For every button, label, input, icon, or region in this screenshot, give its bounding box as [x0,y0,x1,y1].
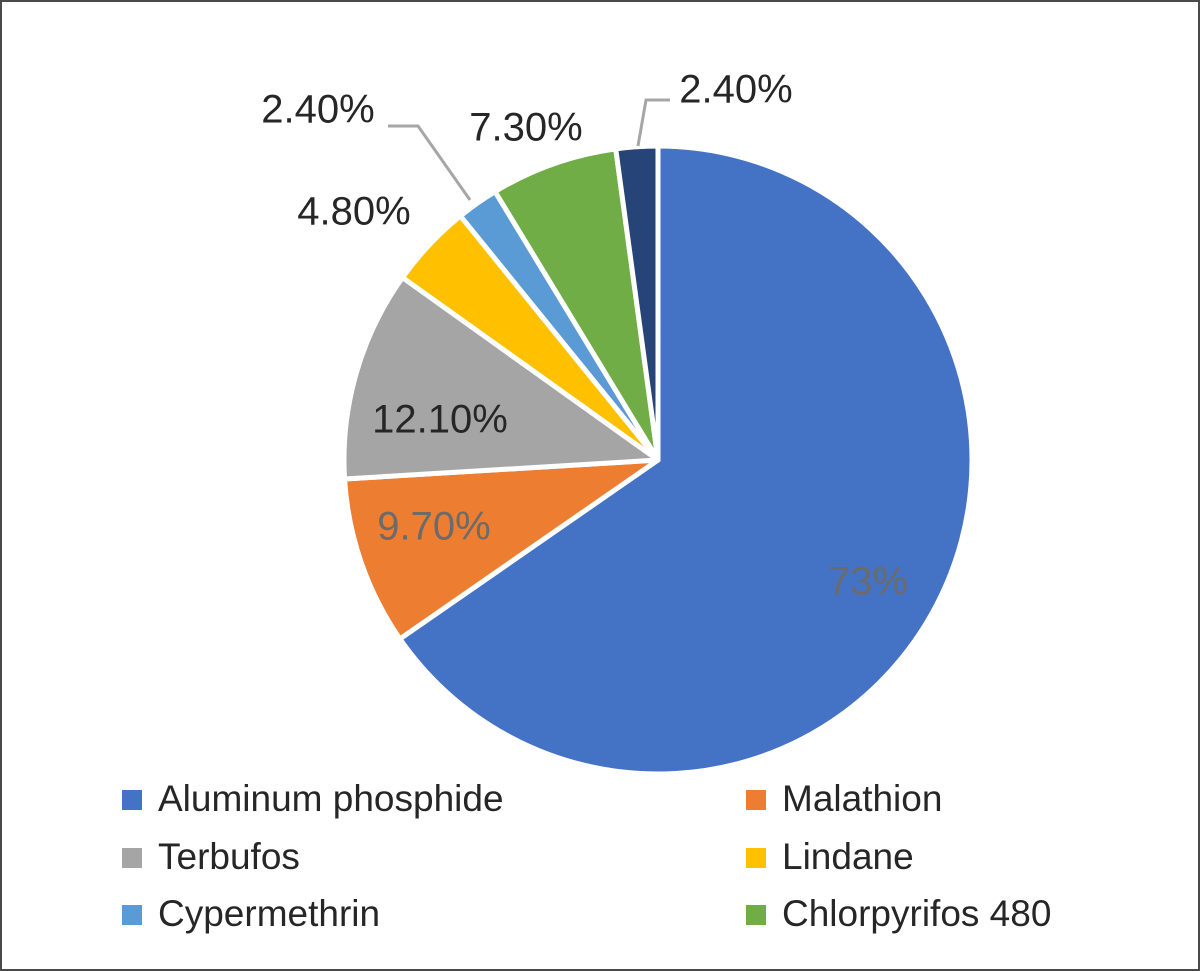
data-label-chlorpyrifos-480: 7.30% [469,106,582,150]
data-label-cypermethrin: 2.40% [261,88,374,132]
legend-label: Malathion [782,778,942,819]
legend-swatch [746,790,766,810]
pie-slices [341,143,975,777]
legend-item-terbufos: Terbufos [122,836,300,877]
legend-item-lindane: Lindane [746,836,914,877]
legend-label: Terbufos [158,836,300,877]
slice-terbufos [341,275,661,482]
legend-swatch [122,790,142,810]
legend-label: Aluminum phosphide [158,778,504,819]
leader-lines [388,98,670,201]
legend-label: Lindane [782,836,914,877]
legend-swatch [122,905,142,925]
legend: Aluminum phosphide Malathion Terbufos Linda… [122,778,1051,934]
slice-malathion [342,457,661,642]
slice-series-7 [613,143,661,463]
data-labels: 73% 9.70% 12.10% 4.80% 2.40% 7.30% 2.40% [261,68,908,604]
data-label-terbufos: 12.10% [372,398,508,442]
legend-swatch [122,848,142,868]
data-label-aluminum-phosphide: 73% [828,560,908,604]
leader-line [388,124,472,201]
legend-item-cypermethrin: Cypermethrin [122,893,380,934]
legend-swatch [746,905,766,925]
data-label-malathion: 9.70% [377,505,490,549]
data-label-lindane: 4.80% [297,190,410,234]
legend-label: Cypermethrin [158,893,380,934]
data-label-series-7: 2.40% [679,68,792,112]
legend-item-chlorpyrifos-480: Chlorpyrifos 480 [746,893,1051,934]
legend-item-malathion: Malathion [746,778,942,819]
legend-item-aluminum-phosphide: Aluminum phosphide [122,778,504,819]
leader-line [636,98,670,147]
legend-label: Chlorpyrifos 480 [782,893,1051,934]
legend-swatch [746,848,766,868]
slice-aluminum-phosphide [397,143,975,777]
